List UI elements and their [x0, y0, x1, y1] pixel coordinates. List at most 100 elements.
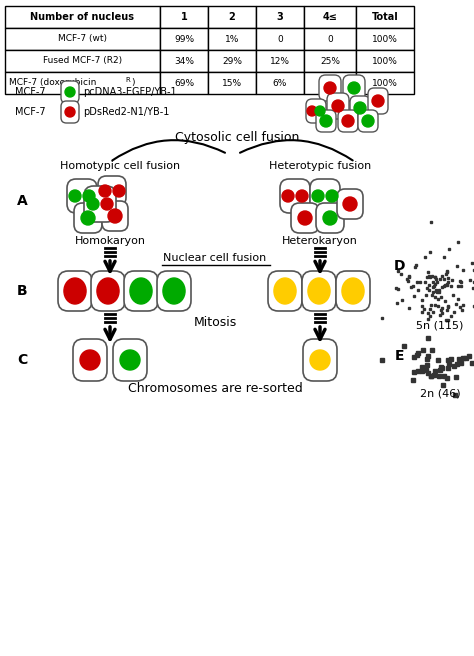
Circle shape	[87, 198, 99, 210]
Circle shape	[343, 197, 357, 211]
Bar	[256, 6, 304, 28]
Bar	[304, 72, 356, 94]
Circle shape	[307, 106, 317, 116]
Circle shape	[120, 350, 140, 370]
Circle shape	[315, 106, 325, 116]
Ellipse shape	[64, 278, 86, 304]
FancyBboxPatch shape	[327, 93, 349, 119]
FancyBboxPatch shape	[343, 75, 365, 101]
Text: 25%: 25%	[320, 56, 340, 66]
Circle shape	[348, 82, 360, 94]
FancyBboxPatch shape	[84, 186, 116, 222]
Text: 29%: 29%	[222, 56, 242, 66]
Circle shape	[282, 190, 294, 202]
Text: 3: 3	[277, 12, 283, 22]
FancyBboxPatch shape	[67, 179, 97, 213]
Text: Number of nucleus: Number of nucleus	[30, 12, 135, 22]
Text: 69%: 69%	[174, 79, 194, 87]
Circle shape	[65, 107, 75, 117]
Circle shape	[362, 115, 374, 127]
FancyBboxPatch shape	[338, 110, 358, 132]
FancyBboxPatch shape	[113, 339, 147, 381]
Bar	[208, 6, 256, 28]
Bar	[256, 28, 304, 50]
Circle shape	[113, 185, 125, 197]
Circle shape	[323, 211, 337, 225]
FancyBboxPatch shape	[368, 88, 388, 114]
FancyBboxPatch shape	[350, 96, 370, 120]
Circle shape	[326, 190, 338, 202]
Bar	[208, 28, 256, 50]
FancyBboxPatch shape	[102, 201, 128, 231]
Circle shape	[81, 211, 95, 225]
Ellipse shape	[130, 278, 152, 304]
Bar	[356, 28, 414, 50]
Bar	[356, 72, 414, 94]
Text: 4≤: 4≤	[323, 12, 337, 22]
Bar	[208, 72, 256, 94]
Text: Heterokaryon: Heterokaryon	[282, 236, 358, 246]
Text: MCF-7 (doxorubicin: MCF-7 (doxorubicin	[9, 79, 96, 87]
Text: ): )	[131, 79, 135, 87]
Bar	[160, 6, 208, 28]
FancyBboxPatch shape	[280, 179, 310, 213]
Text: 2: 2	[228, 12, 236, 22]
Text: MCF-7 (wt): MCF-7 (wt)	[58, 35, 107, 43]
Bar	[304, 50, 356, 72]
Text: 2n (46): 2n (46)	[419, 389, 460, 399]
FancyBboxPatch shape	[124, 271, 158, 311]
FancyBboxPatch shape	[91, 271, 125, 311]
Text: Total: Total	[372, 12, 398, 22]
Text: Homotypic cell fusion: Homotypic cell fusion	[60, 161, 180, 171]
Text: Cytosolic cell fusion: Cytosolic cell fusion	[175, 131, 299, 144]
Text: 0: 0	[277, 35, 283, 43]
Text: Mitosis: Mitosis	[193, 316, 237, 329]
Circle shape	[354, 102, 366, 114]
Text: 100%: 100%	[372, 35, 398, 43]
Circle shape	[372, 95, 384, 107]
Circle shape	[312, 190, 324, 202]
FancyBboxPatch shape	[61, 81, 79, 103]
Circle shape	[324, 82, 336, 94]
FancyBboxPatch shape	[302, 271, 336, 311]
Text: MCF-7: MCF-7	[15, 87, 46, 97]
Text: 6%: 6%	[273, 79, 287, 87]
Bar	[160, 72, 208, 94]
FancyBboxPatch shape	[337, 189, 363, 219]
FancyBboxPatch shape	[58, 271, 92, 311]
Circle shape	[101, 198, 113, 210]
Text: MCF-7: MCF-7	[15, 107, 46, 117]
Text: Nuclear cell fusion: Nuclear cell fusion	[164, 253, 266, 263]
Text: R: R	[125, 77, 130, 83]
FancyBboxPatch shape	[358, 110, 378, 132]
Ellipse shape	[97, 278, 119, 304]
Text: A: A	[17, 194, 27, 208]
Ellipse shape	[342, 278, 364, 304]
FancyBboxPatch shape	[306, 99, 326, 123]
Text: 1: 1	[181, 12, 187, 22]
FancyBboxPatch shape	[316, 203, 344, 233]
Text: 100%: 100%	[372, 79, 398, 87]
FancyBboxPatch shape	[98, 176, 126, 206]
Text: 34%: 34%	[174, 56, 194, 66]
Text: pcDNA3-EGFP/YB-1: pcDNA3-EGFP/YB-1	[83, 87, 177, 97]
Text: 12%: 12%	[270, 56, 290, 66]
Bar	[304, 28, 356, 50]
FancyBboxPatch shape	[61, 101, 79, 123]
Circle shape	[342, 115, 354, 127]
Circle shape	[99, 185, 111, 197]
Bar	[256, 72, 304, 94]
Bar	[304, 6, 356, 28]
FancyBboxPatch shape	[74, 203, 102, 233]
Text: Homokaryon: Homokaryon	[74, 236, 146, 246]
Circle shape	[320, 115, 332, 127]
Ellipse shape	[308, 278, 330, 304]
Circle shape	[83, 190, 95, 202]
Bar	[160, 50, 208, 72]
Bar	[256, 50, 304, 72]
Text: Fused MCF-7 (R2): Fused MCF-7 (R2)	[43, 56, 122, 66]
Text: B: B	[17, 284, 27, 298]
Circle shape	[332, 100, 344, 112]
Text: 100%: 100%	[372, 56, 398, 66]
Text: pDsRed2-N1/YB-1: pDsRed2-N1/YB-1	[83, 107, 169, 117]
